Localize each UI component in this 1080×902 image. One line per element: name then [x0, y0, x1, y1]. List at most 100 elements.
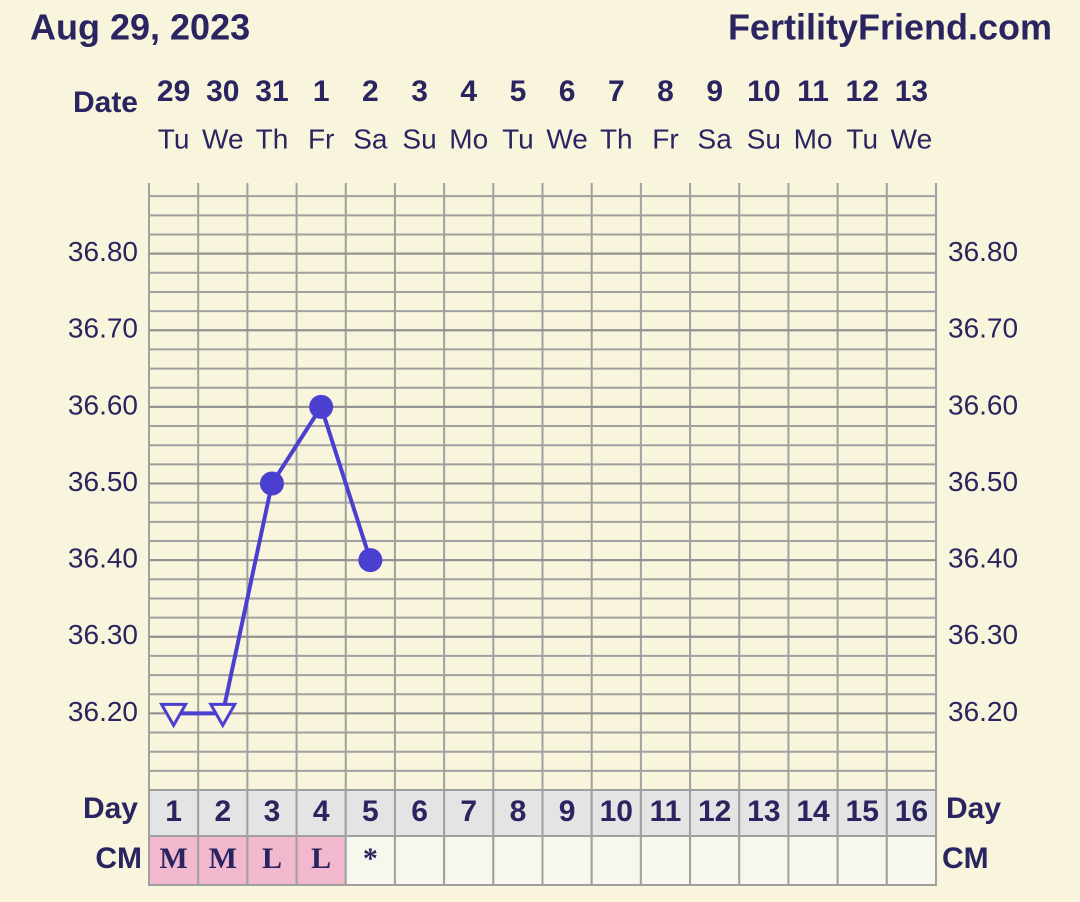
y-tick-label: 36.30 — [68, 619, 138, 650]
day-number: 16 — [895, 795, 928, 828]
day-number: 8 — [510, 795, 527, 828]
cm-label-right: CM — [942, 842, 989, 875]
date-label: 5 — [510, 75, 527, 108]
y-tick-label-right: 36.20 — [948, 696, 1018, 727]
y-tick-label-right: 36.80 — [948, 236, 1018, 267]
cm-cell — [836, 835, 888, 886]
day-number: 6 — [411, 795, 428, 828]
y-tick-label-right: 36.30 — [948, 619, 1018, 650]
cm-value: L — [311, 842, 331, 875]
cm-cell — [689, 835, 741, 886]
date-label: 9 — [706, 75, 723, 108]
day-number: 12 — [698, 795, 731, 828]
cm-cell — [492, 835, 544, 886]
weekday-label: Fr — [652, 123, 678, 154]
cm-cell — [590, 835, 642, 886]
cm-cell — [639, 835, 692, 886]
date-label: 4 — [460, 75, 477, 108]
cm-value: M — [159, 842, 187, 875]
date-label: 6 — [559, 75, 576, 108]
day-number: 13 — [747, 795, 780, 828]
day-cell — [393, 789, 446, 837]
day-label: Day — [83, 792, 138, 825]
site-name: FertilityFriend.com — [728, 7, 1052, 48]
day-number: 2 — [214, 795, 231, 828]
day-label-right: Day — [946, 792, 1001, 825]
y-tick-label: 36.50 — [68, 466, 138, 497]
cm-value: L — [262, 842, 282, 875]
cm-cell — [885, 835, 937, 886]
cm-value: M — [209, 842, 237, 875]
date-label: Date — [73, 86, 138, 119]
cm-cell — [787, 835, 839, 886]
day-number: 15 — [846, 795, 879, 828]
weekday-label: Mo — [449, 123, 488, 154]
day-cell — [492, 789, 544, 837]
day-cell — [295, 789, 347, 837]
date-label: 1 — [313, 75, 330, 108]
y-tick-label: 36.70 — [68, 313, 138, 344]
weekday-label: Th — [256, 123, 289, 154]
date-label: 2 — [362, 75, 379, 108]
day-number: 9 — [559, 795, 576, 828]
day-number: 11 — [650, 795, 682, 828]
y-tick-label: 36.60 — [68, 389, 138, 420]
y-tick-label: 36.80 — [68, 236, 138, 267]
weekday-label: Tu — [158, 123, 190, 154]
y-tick-label-right: 36.60 — [948, 389, 1018, 420]
open-marker — [208, 702, 238, 729]
cm-cell — [738, 835, 790, 886]
y-tick-label: 36.20 — [68, 696, 138, 727]
day-cell — [344, 789, 396, 837]
y-tick-label-right: 36.50 — [948, 466, 1018, 497]
cm-cell — [148, 835, 200, 886]
weekday-label: We — [202, 123, 244, 154]
day-number: 1 — [165, 795, 182, 828]
open-marker — [159, 702, 189, 729]
day-number: 5 — [362, 795, 379, 828]
temperature-point — [358, 548, 383, 573]
weekday-label: Tu — [846, 123, 878, 154]
date-label: 31 — [255, 75, 288, 108]
day-number: 7 — [460, 795, 477, 828]
date-label: 8 — [657, 75, 674, 108]
weekday-label: Su — [402, 123, 436, 154]
date-label: 3 — [411, 75, 428, 108]
weekday-label: Tu — [502, 123, 534, 154]
weekday-label: Mo — [794, 123, 833, 154]
cm-cell — [344, 835, 396, 886]
date-label: 11 — [797, 75, 829, 108]
cm-cell — [197, 835, 249, 886]
day-cell — [246, 789, 298, 837]
chart-title: Aug 29, 2023 — [30, 7, 250, 48]
date-label: 29 — [157, 75, 190, 108]
y-tick-label-right: 36.40 — [948, 543, 1018, 574]
cm-value: * — [363, 842, 378, 875]
day-number: 4 — [313, 795, 330, 828]
cm-cell — [246, 835, 298, 886]
cm-cell — [443, 835, 495, 886]
y-tick-label: 36.40 — [68, 543, 138, 574]
weekday-label: Th — [600, 123, 633, 154]
day-cell — [443, 789, 495, 837]
cm-cell — [541, 835, 593, 886]
weekday-label: Fr — [308, 123, 334, 154]
cm-cell — [393, 835, 446, 886]
date-label: 13 — [895, 75, 928, 108]
day-cell — [541, 789, 593, 837]
day-number: 3 — [264, 795, 281, 828]
temperature-point — [259, 471, 284, 496]
temperature-point — [309, 394, 334, 419]
weekday-label: Sa — [698, 123, 733, 154]
date-label: 7 — [608, 75, 625, 108]
weekday-label: We — [891, 123, 933, 154]
date-label: 10 — [747, 75, 780, 108]
date-label: 30 — [206, 75, 239, 108]
day-number: 14 — [796, 795, 830, 828]
day-cell — [197, 789, 249, 837]
day-number: 10 — [600, 795, 633, 828]
weekday-label: Su — [747, 123, 781, 154]
date-label: 12 — [846, 75, 879, 108]
